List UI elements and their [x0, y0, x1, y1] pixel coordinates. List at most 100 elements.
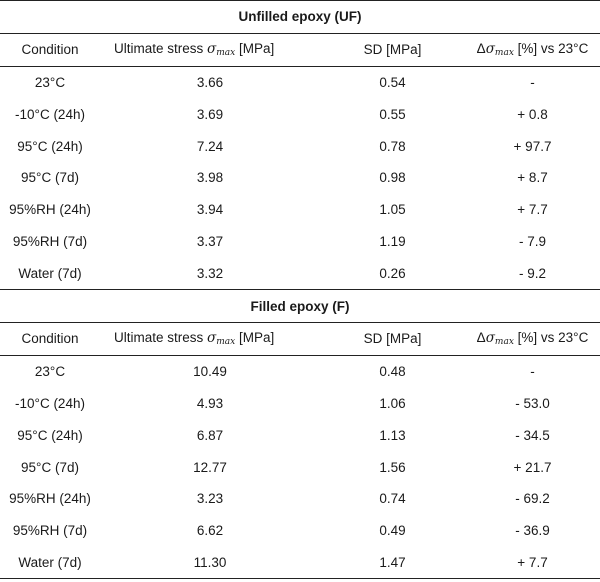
cell-ultimate-stress: 10.49 — [193, 364, 227, 380]
table-row: 95°C (24h) 6.87 1.13 - 34.5 — [0, 419, 600, 451]
cell-delta: + 7.7 — [465, 546, 600, 580]
cell-condition: 23°C — [34, 74, 66, 90]
cell-ultimate-stress: 3.32 — [100, 257, 320, 291]
header-delta: Δσmax [%] vs 23°C — [465, 322, 600, 356]
section-title-row: Filled epoxy (F) — [0, 289, 600, 323]
section-title-row: Unfilled epoxy (UF) — [0, 0, 600, 34]
cell-condition: -10°C (24h) — [15, 395, 85, 411]
cell-delta: + 8.7 — [517, 170, 548, 186]
cell-ultimate-stress: 3.98 — [196, 170, 224, 186]
cell-sd: 1.47 — [320, 546, 465, 580]
cell-sd: 1.06 — [379, 395, 406, 411]
cell-delta: + 21.7 — [513, 459, 552, 475]
header-delta-unit: [%] vs 23°C — [513, 330, 589, 346]
header-sd: SD [MPa] — [320, 33, 465, 67]
sigma-symbol: σ — [207, 41, 217, 58]
cell-condition: 95%RH (24h) — [9, 202, 91, 218]
sigma-subscript: max — [216, 48, 236, 59]
cell-delta: - — [530, 74, 535, 90]
sigma-symbol: σ — [207, 330, 217, 347]
table-row: 95%RH (24h) 3.94 1.05 + 7.7 — [0, 194, 600, 226]
header-condition: Condition — [0, 322, 100, 356]
cell-condition: Water (7d) — [0, 546, 100, 580]
cell-ultimate-stress: 11.30 — [100, 546, 320, 580]
cell-ultimate-stress: 4.93 — [196, 395, 224, 411]
cell-sd: 1.19 — [379, 233, 406, 249]
table-row: 95°C (7d) 12.77 1.56 + 21.7 — [0, 451, 600, 483]
cell-condition: 95°C (7d) — [21, 170, 79, 186]
cell-delta: + 7.7 — [517, 202, 548, 218]
cell-delta: - — [530, 364, 535, 380]
cell-ultimate-stress: 3.23 — [196, 491, 224, 507]
section-title: Unfilled epoxy (UF) — [0, 0, 600, 34]
sigma-symbol: σ — [485, 330, 495, 347]
cell-condition: 95°C (24h) — [17, 138, 83, 154]
cell-ultimate-stress: 3.37 — [196, 233, 224, 249]
cell-ultimate-stress: 6.87 — [196, 427, 224, 443]
header-ultimate-stress: Ultimate stress σmax [MPa] — [100, 322, 320, 356]
header-stress-prefix: Ultimate stress — [114, 330, 208, 346]
header-delta: Δσmax [%] vs 23°C — [465, 33, 600, 67]
table-row: 95°C (7d) 3.98 0.98 + 8.7 — [0, 162, 600, 194]
cell-condition: 23°C — [34, 364, 66, 380]
cell-ultimate-stress: 3.94 — [196, 202, 224, 218]
cell-delta: - 7.9 — [519, 233, 547, 249]
cell-sd: 0.48 — [379, 364, 406, 380]
cell-sd: 1.56 — [379, 459, 406, 475]
cell-ultimate-stress: 6.62 — [196, 523, 224, 539]
table-row: -10°C (24h) 3.69 0.55 + 0.8 — [0, 98, 600, 130]
cell-sd: 0.55 — [379, 106, 406, 122]
cell-condition: Water (7d) — [0, 257, 100, 291]
cell-condition: -10°C (24h) — [15, 106, 85, 122]
cell-sd: 0.98 — [379, 170, 406, 186]
header-delta-unit: [%] vs 23°C — [513, 41, 589, 57]
cell-sd: 0.78 — [379, 138, 406, 154]
table-row: 23°C 3.66 0.54 - — [0, 66, 600, 98]
cell-delta: + 0.8 — [517, 106, 548, 122]
column-header-row: Condition Ultimate stress σmax [MPa] SD [M… — [0, 33, 600, 67]
table-row: -10°C (24h) 4.93 1.06 - 53.0 — [0, 388, 600, 420]
cell-delta: - 36.9 — [515, 523, 550, 539]
sigma-symbol: σ — [485, 41, 495, 58]
header-condition: Condition — [0, 33, 100, 67]
cell-condition: 95°C (24h) — [17, 427, 83, 443]
cell-condition: 95%RH (7d) — [12, 233, 88, 249]
table-row: 23°C 10.49 0.48 - — [0, 355, 600, 387]
table-row: 95°C (24h) 7.24 0.78 + 97.7 — [0, 130, 600, 162]
cell-ultimate-stress: 12.77 — [193, 459, 227, 475]
section-title: Filled epoxy (F) — [0, 289, 600, 323]
cell-sd: 1.13 — [379, 427, 406, 443]
cell-ultimate-stress: 7.24 — [196, 138, 224, 154]
cell-delta: + 97.7 — [513, 138, 552, 154]
header-stress-unit: [MPa] — [235, 330, 275, 346]
table-row: Water (7d) 3.32 0.26- 9.2 — [0, 257, 600, 291]
cell-condition: 95%RH (24h) — [9, 491, 91, 507]
cell-delta: - 69.2 — [515, 491, 550, 507]
header-ultimate-stress: Ultimate stress σmax [MPa] — [100, 33, 320, 67]
cell-condition: 95°C (7d) — [21, 459, 79, 475]
table-row: 95%RH (7d) 6.62 0.49 - 36.9 — [0, 515, 600, 547]
cell-sd: 0.26 — [320, 257, 465, 291]
header-stress-prefix: Ultimate stress — [114, 41, 208, 57]
cell-sd: 0.49 — [379, 523, 406, 539]
cell-ultimate-stress: 3.66 — [196, 74, 224, 90]
table-row: Water (7d) 11.30 1.47 + 7.7 — [0, 546, 600, 580]
cell-sd: 0.54 — [379, 74, 406, 90]
cell-delta: - 9.2 — [465, 257, 600, 291]
delta-symbol: Δ — [476, 41, 486, 57]
cell-ultimate-stress: 3.69 — [196, 106, 224, 122]
cell-sd: 0.74 — [379, 491, 406, 507]
cell-sd: 1.05 — [379, 202, 406, 218]
delta-symbol: Δ — [476, 330, 486, 346]
table-row: 95%RH (7d) 3.37 1.19 - 7.9 — [0, 226, 600, 258]
cell-delta: - 53.0 — [515, 395, 550, 411]
sigma-subscript: max — [494, 48, 514, 59]
cell-delta: - 34.5 — [515, 427, 550, 443]
column-header-row: Condition Ultimate stress σmax [MPa] SD [M… — [0, 322, 600, 356]
sigma-subscript: max — [216, 337, 236, 348]
table-row: 95%RH (24h) 3.23 0.74 - 69.2 — [0, 483, 600, 515]
header-sd: SD [MPa] — [320, 322, 465, 356]
